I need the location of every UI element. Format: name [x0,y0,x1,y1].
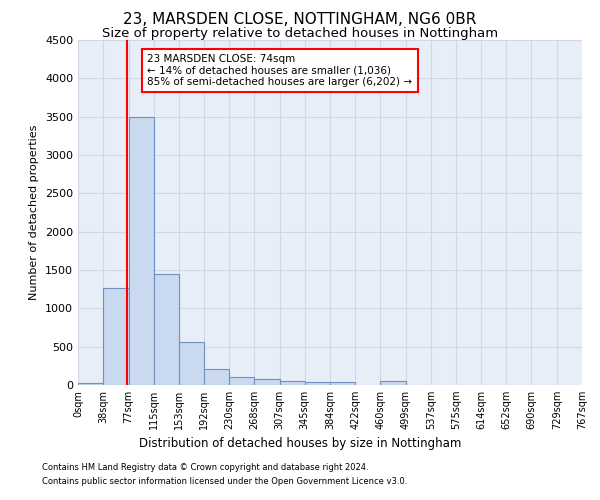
Y-axis label: Number of detached properties: Number of detached properties [29,125,40,300]
Text: 23 MARSDEN CLOSE: 74sqm
← 14% of detached houses are smaller (1,036)
85% of semi: 23 MARSDEN CLOSE: 74sqm ← 14% of detache… [148,54,412,87]
Bar [305,382,331,385]
Bar [254,379,280,385]
Bar [154,274,179,385]
Text: Distribution of detached houses by size in Nottingham: Distribution of detached houses by size … [139,437,461,450]
Bar [229,376,254,385]
Bar [204,369,229,385]
Bar [179,342,204,385]
Bar [380,381,406,385]
Text: Size of property relative to detached houses in Nottingham: Size of property relative to detached ho… [102,28,498,40]
Bar [280,381,305,385]
Bar [128,116,154,385]
Bar [331,382,355,385]
Text: 23, MARSDEN CLOSE, NOTTINGHAM, NG6 0BR: 23, MARSDEN CLOSE, NOTTINGHAM, NG6 0BR [124,12,476,28]
Text: Contains HM Land Registry data © Crown copyright and database right 2024.: Contains HM Land Registry data © Crown c… [42,464,368,472]
Bar [103,288,128,385]
Text: Contains public sector information licensed under the Open Government Licence v3: Contains public sector information licen… [42,477,407,486]
Bar [78,382,103,385]
